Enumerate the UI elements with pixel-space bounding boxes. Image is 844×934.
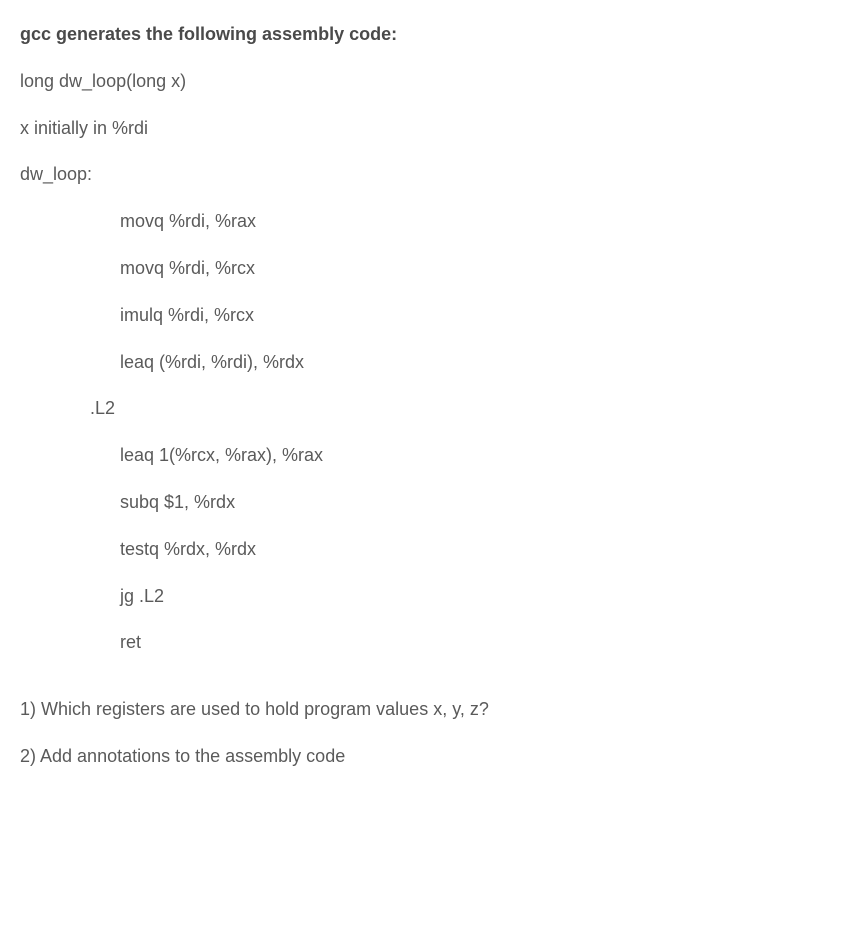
question-1: 1) Which registers are used to hold prog… [20, 695, 824, 724]
asm-line: leaq (%rdi, %rdi), %rdx [120, 348, 824, 377]
asm-line: ret [120, 628, 824, 657]
function-declaration: long dw_loop(long x) [20, 67, 824, 96]
initial-comment: x initially in %rdi [20, 114, 824, 143]
asm-line: testq %rdx, %rdx [120, 535, 824, 564]
asm-line: imulq %rdi, %rcx [120, 301, 824, 330]
code-block-1: movq %rdi, %rax movq %rdi, %rcx imulq %r… [120, 207, 824, 376]
label-dwloop: dw_loop: [20, 160, 824, 189]
asm-line: movq %rdi, %rcx [120, 254, 824, 283]
asm-line: jg .L2 [120, 582, 824, 611]
label-l2: .L2 [90, 394, 824, 423]
asm-line: leaq 1(%rcx, %rax), %rax [120, 441, 824, 470]
question-2: 2) Add annotations to the assembly code [20, 742, 824, 771]
asm-line: subq $1, %rdx [120, 488, 824, 517]
asm-line: movq %rdi, %rax [120, 207, 824, 236]
heading: gcc generates the following assembly cod… [20, 20, 824, 49]
code-block-2: leaq 1(%rcx, %rax), %rax subq $1, %rdx t… [120, 441, 824, 657]
